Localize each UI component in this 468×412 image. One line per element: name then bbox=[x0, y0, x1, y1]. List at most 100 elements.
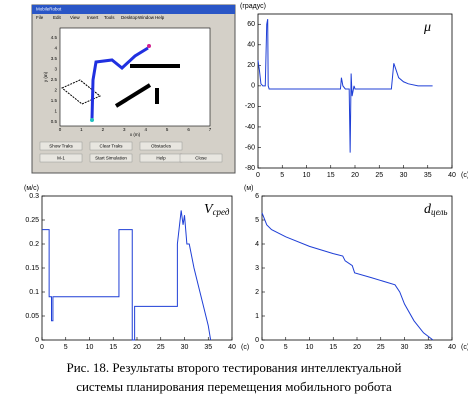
menu-item: File bbox=[36, 15, 44, 20]
menu-item: Tools bbox=[104, 15, 115, 20]
y-tick-label: 2 bbox=[255, 289, 259, 296]
mini-x-tick-label: 3 bbox=[123, 127, 126, 132]
data-line bbox=[261, 212, 434, 341]
chart-title-sub: сред bbox=[213, 207, 230, 217]
x-tick-label: 25 bbox=[377, 344, 385, 351]
mini-y-tick-label: 0.5 bbox=[51, 119, 58, 124]
x-tick-label: 10 bbox=[306, 344, 314, 351]
x-tick-label: 40 bbox=[448, 172, 456, 179]
mini-y-tick-label: 4 bbox=[54, 46, 57, 51]
caption-line: Рис. 18. Результаты второго тестирования… bbox=[66, 360, 401, 375]
x-axis-label: (с) bbox=[241, 344, 249, 351]
y-tick-label: 60 bbox=[247, 21, 255, 28]
y-tick-label: 0 bbox=[255, 337, 259, 344]
y-tick-label: 20 bbox=[247, 62, 255, 69]
mini-x-tick-label: 2 bbox=[102, 127, 105, 132]
y-axis-label: (м) bbox=[244, 185, 253, 192]
obstacle-zone bbox=[61, 79, 101, 105]
obstacle bbox=[130, 64, 180, 68]
mini-y-tick-label: 2.5 bbox=[51, 77, 58, 82]
y-tick-label: -80 bbox=[245, 165, 255, 172]
button-label[interactable]: Start Simulation bbox=[95, 156, 127, 161]
x-tick-label: 40 bbox=[448, 344, 456, 351]
menu-item: Edit bbox=[53, 15, 62, 20]
mini-y-tick-label: 1 bbox=[54, 109, 57, 114]
x-tick-label: 20 bbox=[133, 344, 141, 351]
y-tick-label: 40 bbox=[247, 42, 255, 49]
mini-x-tick-label: 1 bbox=[80, 127, 83, 132]
x-tick-label: 10 bbox=[303, 172, 311, 179]
button[interactable] bbox=[89, 153, 133, 163]
x-tick-label: 20 bbox=[351, 172, 359, 179]
robot-path bbox=[90, 46, 149, 120]
y-tick-label: 0.05 bbox=[25, 313, 39, 320]
mini-x-tick-label: 4 bbox=[144, 127, 147, 132]
obstacle bbox=[155, 88, 159, 104]
button[interactable] bbox=[139, 141, 183, 151]
mini-y-tick-label: 3.5 bbox=[51, 56, 58, 61]
y-tick-label: 0 bbox=[251, 83, 255, 90]
x-tick-label: 5 bbox=[64, 344, 68, 351]
x-tick-label: 30 bbox=[181, 344, 189, 351]
mini-y-tick-label: 3 bbox=[54, 67, 57, 72]
obstacle bbox=[114, 83, 152, 108]
button-label[interactable]: Clear Traks bbox=[99, 144, 123, 149]
button[interactable] bbox=[39, 141, 83, 151]
x-tick-label: 0 bbox=[260, 344, 264, 351]
x-tick-label: 15 bbox=[329, 344, 337, 351]
menu-item: Desktop bbox=[121, 15, 138, 20]
y-tick-label: 5 bbox=[255, 217, 259, 224]
button[interactable] bbox=[179, 153, 223, 163]
x-tick-label: 35 bbox=[424, 172, 432, 179]
menu-item: View bbox=[70, 15, 80, 20]
button-label[interactable]: Show Traks bbox=[49, 144, 73, 149]
button-label[interactable]: Obstacles bbox=[151, 144, 172, 149]
y-tick-label: 1 bbox=[255, 313, 259, 320]
y-tick-label: 0.15 bbox=[25, 265, 39, 272]
mini-x-tick-label: 5 bbox=[166, 127, 169, 132]
menu-item: Help bbox=[155, 15, 165, 20]
x-tick-label: 0 bbox=[40, 344, 44, 351]
window-title: MobileRobot bbox=[36, 7, 62, 12]
x-axis-label: (с) bbox=[461, 172, 468, 179]
mini-y-label: y (m) bbox=[43, 71, 48, 82]
button-label[interactable]: Help bbox=[156, 156, 166, 161]
y-tick-label: 0.2 bbox=[29, 241, 39, 248]
mini-y-tick-label: 4.5 bbox=[51, 35, 58, 40]
plot-area bbox=[41, 195, 233, 341]
robot bbox=[90, 118, 94, 122]
button-label[interactable]: Close bbox=[195, 156, 207, 161]
mini-x-label: x (m) bbox=[130, 132, 141, 137]
data-line bbox=[257, 19, 433, 153]
data-line bbox=[42, 210, 212, 341]
y-tick-label: 0.1 bbox=[29, 289, 39, 296]
y-tick-label: 0 bbox=[35, 337, 39, 344]
y-axis-label: (градус) bbox=[240, 3, 266, 10]
x-axis-label: (с) bbox=[461, 344, 468, 351]
mini-y-tick-label: 1.5 bbox=[51, 98, 58, 103]
x-tick-label: 15 bbox=[109, 344, 117, 351]
mini-x-tick-label: 0 bbox=[59, 127, 62, 132]
plot-area bbox=[261, 195, 453, 341]
x-tick-label: 15 bbox=[327, 172, 335, 179]
y-tick-label: 4 bbox=[255, 241, 259, 248]
x-tick-label: 30 bbox=[401, 344, 409, 351]
mini-x-tick-label: 7 bbox=[209, 127, 212, 132]
menu-item: Insert bbox=[87, 15, 99, 20]
target bbox=[147, 44, 151, 48]
chart-title: μ bbox=[423, 20, 431, 35]
mini-x-tick-label: 6 bbox=[187, 127, 190, 132]
x-tick-label: 35 bbox=[424, 344, 432, 351]
button-label[interactable]: M-1 bbox=[57, 156, 65, 161]
button[interactable] bbox=[89, 141, 133, 151]
y-tick-label: 0.25 bbox=[25, 217, 39, 224]
y-tick-label: 3 bbox=[255, 265, 259, 272]
menu-item: Window bbox=[138, 15, 155, 20]
x-tick-label: 35 bbox=[204, 344, 212, 351]
x-tick-label: 10 bbox=[86, 344, 94, 351]
button[interactable] bbox=[39, 153, 83, 163]
mini-plot bbox=[59, 27, 211, 127]
title-bar bbox=[32, 5, 235, 14]
plot-area bbox=[257, 13, 453, 169]
